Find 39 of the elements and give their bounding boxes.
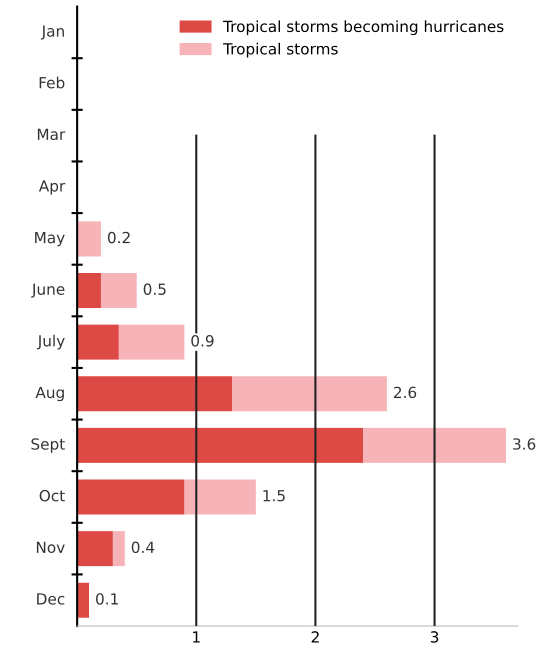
total-label: 3.6 (513, 438, 536, 450)
y-tick-label: May (35, 232, 65, 246)
bar (77, 582, 90, 618)
y-tick-label: Sept (31, 438, 65, 453)
y-tick-label: Mar (38, 128, 66, 140)
total-label: 0.4 (132, 541, 154, 554)
bar (118, 324, 184, 360)
x-tick-label: 2 (312, 631, 319, 643)
total-label: 0.9 (191, 335, 214, 347)
y-tick-label: June (31, 284, 64, 298)
total-label: 0.1 (96, 593, 118, 605)
y-tick-label: Aug (36, 386, 64, 402)
bar (77, 376, 232, 412)
bar (100, 272, 137, 308)
y-tick-label: Jan (40, 25, 64, 40)
bar (77, 324, 119, 360)
bar (363, 428, 506, 463)
legend-label: Tropical storms (223, 42, 338, 58)
bar (112, 531, 125, 566)
total-label: 0.2 (108, 232, 130, 244)
y-tick-label: Dec (37, 593, 64, 605)
total-label: 2.6 (394, 386, 416, 398)
total-label: 1.5 (263, 490, 285, 502)
legend-label: Tropical storms becoming hurricanes (223, 20, 504, 36)
x-tick-label: 3 (430, 631, 438, 643)
y-tick-label: Oct (40, 490, 65, 502)
y-tick-label: Apr (38, 180, 66, 195)
bar (77, 428, 364, 463)
total-label: 0.5 (144, 283, 166, 295)
y-tick-label: July (36, 334, 65, 350)
bar (77, 272, 101, 308)
bar (77, 479, 184, 515)
y-tick-label: Feb (40, 76, 64, 88)
x-tick-label: 1 (193, 631, 200, 643)
y-tick-label: Nov (36, 542, 65, 554)
bar (77, 221, 101, 256)
bar (232, 376, 387, 412)
bar (77, 531, 113, 566)
bar (184, 479, 256, 515)
